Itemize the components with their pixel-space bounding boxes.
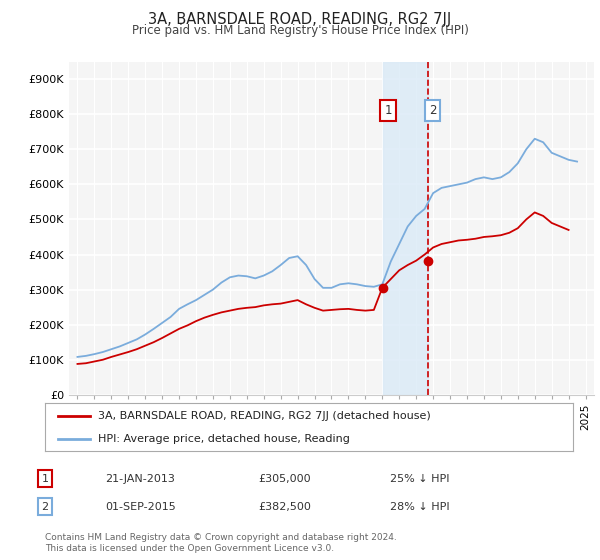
Text: 3A, BARNSDALE ROAD, READING, RG2 7JJ: 3A, BARNSDALE ROAD, READING, RG2 7JJ [148,12,452,27]
Text: 2: 2 [429,104,436,117]
Bar [383,62,428,395]
Text: £305,000: £305,000 [258,474,311,484]
Text: Price paid vs. HM Land Registry's House Price Index (HPI): Price paid vs. HM Land Registry's House … [131,24,469,37]
Text: 28% ↓ HPI: 28% ↓ HPI [390,502,449,512]
Text: 21-JAN-2013: 21-JAN-2013 [105,474,175,484]
Text: 1: 1 [385,104,392,117]
Text: 2: 2 [41,502,49,512]
Text: Contains HM Land Registry data © Crown copyright and database right 2024.
This d: Contains HM Land Registry data © Crown c… [45,533,397,553]
Text: HPI: Average price, detached house, Reading: HPI: Average price, detached house, Read… [98,434,350,444]
Text: £382,500: £382,500 [258,502,311,512]
Text: 01-SEP-2015: 01-SEP-2015 [105,502,176,512]
Text: 25% ↓ HPI: 25% ↓ HPI [390,474,449,484]
Text: 3A, BARNSDALE ROAD, READING, RG2 7JJ (detached house): 3A, BARNSDALE ROAD, READING, RG2 7JJ (de… [98,411,431,421]
Text: 1: 1 [41,474,49,484]
